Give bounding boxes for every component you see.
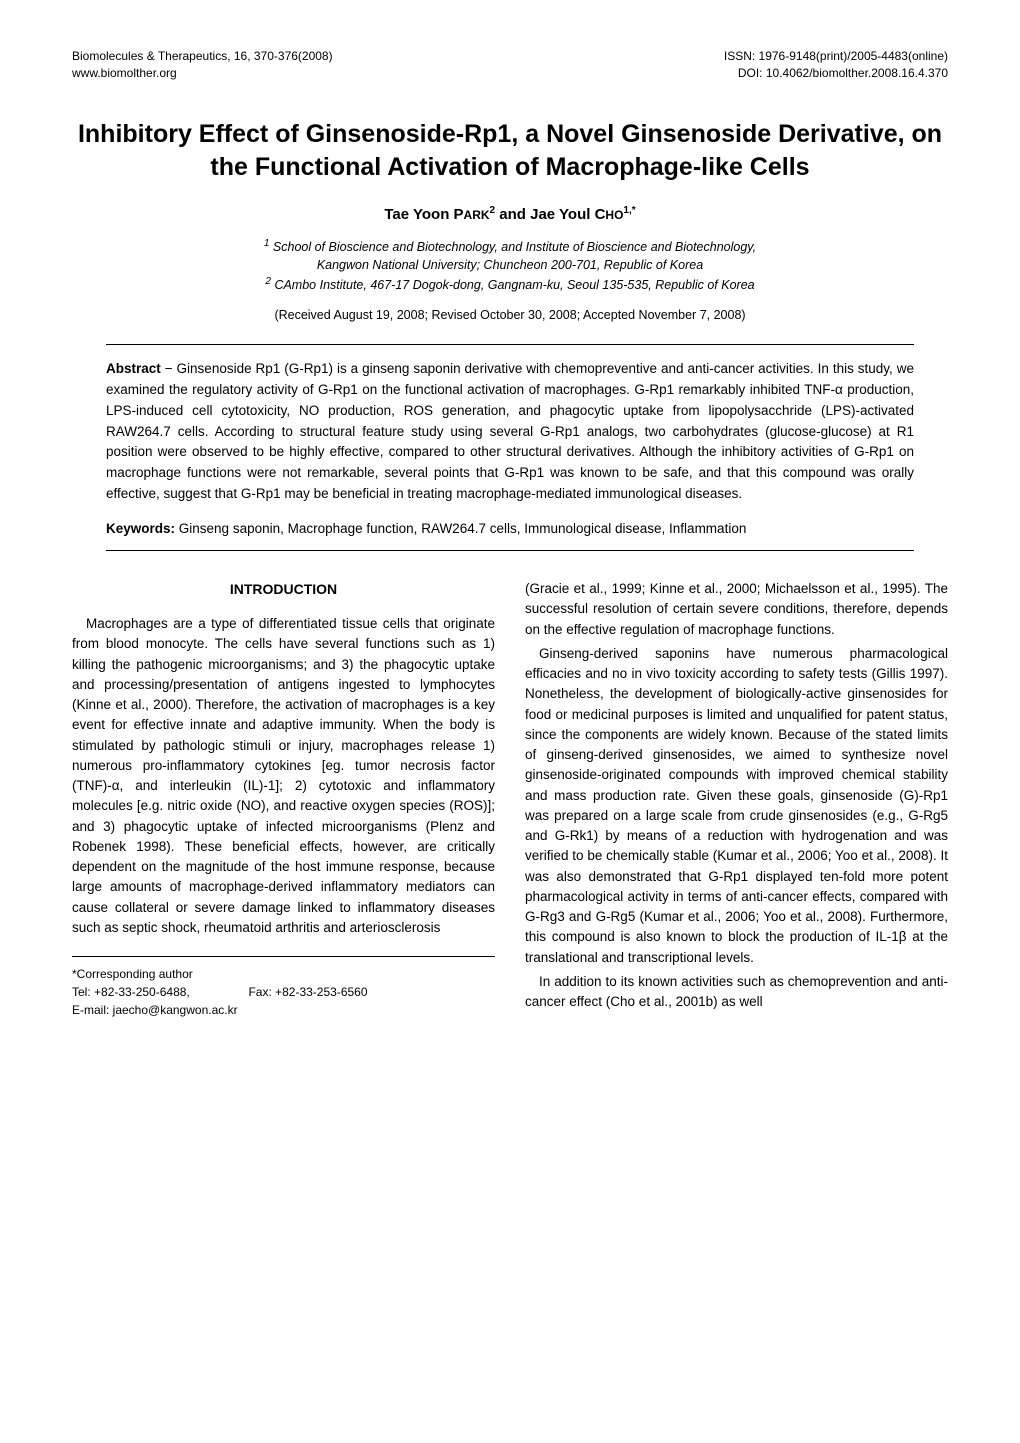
header-left: Biomolecules & Therapeutics, 16, 370-376… [72,48,333,82]
author-2-surname: HO [605,208,623,222]
doi-line: DOI: 10.4062/biomolther.2008.16.4.370 [724,65,948,82]
right-column: (Gracie et al., 1999; Kinne et al., 2000… [525,579,948,1019]
author-and: and [495,206,530,223]
intro-paragraph-1-cont: (Gracie et al., 1999; Kinne et al., 2000… [525,579,948,640]
abstract-dash: − [161,361,177,376]
affiliation-2-text: CAmbo Institute, 467-17 Dogok-dong, Gang… [271,278,755,292]
body-columns: INTRODUCTION Macrophages are a type of d… [72,579,948,1019]
affiliations: 1 School of Bioscience and Biotechnology… [72,237,948,294]
journal-citation: Biomolecules & Therapeutics, 16, 370-376… [72,48,333,65]
keywords-text: Ginseng saponin, Macrophage function, RA… [175,521,746,536]
abstract-block: Abstract − Ginsenoside Rp1 (G-Rp1) is a … [72,345,948,519]
corresponding-rule [72,956,495,957]
left-column: INTRODUCTION Macrophages are a type of d… [72,579,495,1019]
corresponding-fax: Fax: +82-33-253-6560 [248,985,367,999]
keywords-label: Keywords: [106,521,175,536]
affiliation-2: 2 CAmbo Institute, 467-17 Dogok-dong, Ga… [72,275,948,294]
abstract-label: Abstract [106,361,161,376]
journal-website: www.biomolther.org [72,65,333,82]
keywords-row: Keywords: Ginseng saponin, Macrophage fu… [72,519,948,550]
article-title: Inhibitory Effect of Ginsenoside-Rp1, a … [72,118,948,186]
affiliation-1b: Kangwon National University; Chuncheon 2… [72,256,948,274]
intro-paragraph-2: Ginseng-derived saponins have numerous p… [525,644,948,968]
received-dates: (Received August 19, 2008; Revised Octob… [72,308,948,322]
issn-line: ISSN: 1976-9148(print)/2005-4483(online) [724,48,948,65]
corresponding-tel: Tel: +82-33-250-6488, [72,985,190,999]
intro-paragraph-3: In addition to its known activities such… [525,972,948,1013]
abstract-text: Ginsenoside Rp1 (G-Rp1) is a ginseng sap… [106,361,914,502]
corresponding-email: E-mail: jaecho@kangwon.ac.kr [72,1001,495,1019]
author-2-sup: 1,* [623,205,635,216]
author-list: Tae Yoon PARK2 and Jae Youl CHO1,* [72,205,948,223]
affiliation-1: 1 School of Bioscience and Biotechnology… [72,237,948,256]
page-header: Biomolecules & Therapeutics, 16, 370-376… [72,48,948,82]
affiliation-1-text: School of Bioscience and Biotechnology, … [269,240,756,254]
section-heading-introduction: INTRODUCTION [72,579,495,600]
author-2-first: Jae Youl C [530,206,605,223]
corresponding-line-2: Tel: +82-33-250-6488, Fax: +82-33-253-65… [72,983,495,1001]
author-1-surname: ARK [464,208,490,222]
author-1-first: Tae Yoon P [384,206,463,223]
rule-bottom [106,550,914,551]
header-right: ISSN: 1976-9148(print)/2005-4483(online)… [724,48,948,82]
corresponding-line-1: *Corresponding author [72,965,495,983]
corresponding-author-block: *Corresponding author Tel: +82-33-250-64… [72,965,495,1019]
intro-paragraph-1: Macrophages are a type of differentiated… [72,614,495,938]
